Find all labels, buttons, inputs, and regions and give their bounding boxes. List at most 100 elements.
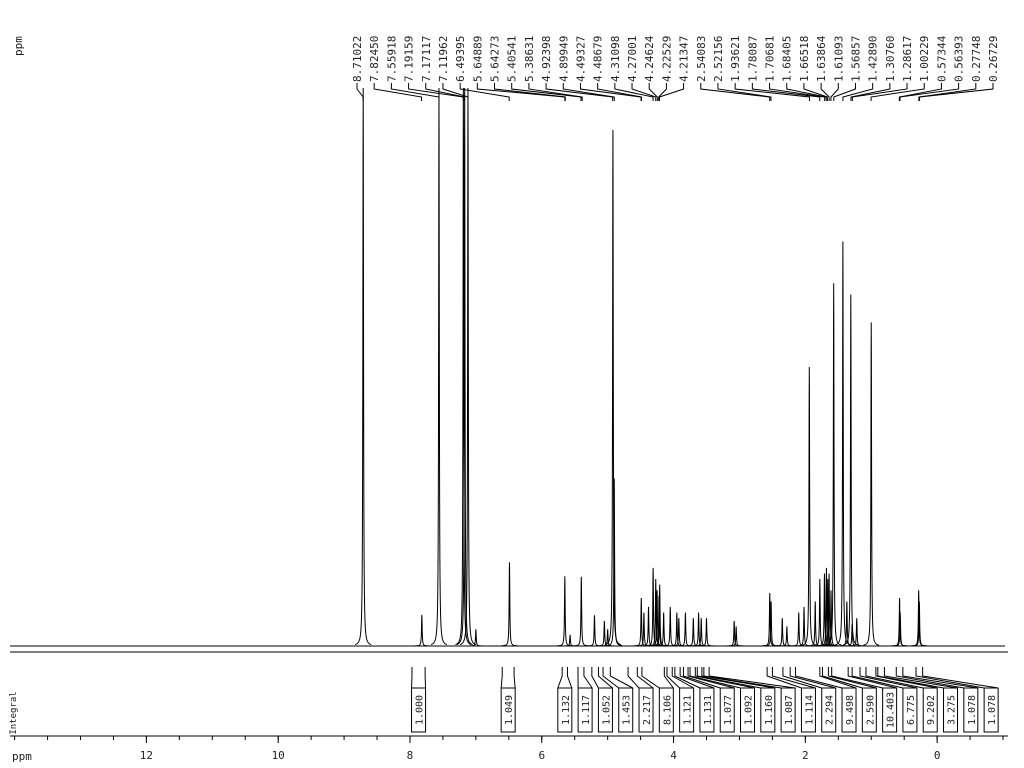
spectrum-peak — [801, 366, 818, 646]
peak-leader — [820, 83, 830, 101]
peak-leader — [918, 83, 977, 101]
integral-label: 3.275 — [947, 695, 958, 725]
integral-label: 2.294 — [825, 695, 836, 725]
integral-bracket — [794, 667, 857, 689]
peak-label: 1.00229 — [918, 36, 931, 82]
integral-axis-label: Integral — [9, 691, 19, 734]
integral-label: 9.202 — [926, 695, 937, 725]
integral-bracket — [877, 667, 958, 689]
peak-label: 5.40541 — [506, 36, 519, 82]
peak-label: 7.55918 — [385, 36, 398, 82]
peak-label: 7.19159 — [403, 36, 416, 82]
x-tick-label: 6 — [538, 749, 545, 762]
peak-leader — [833, 83, 856, 101]
integral-label: 1.077 — [723, 695, 734, 725]
integral-label: 1.160 — [764, 695, 775, 725]
integral-label: 2.590 — [865, 695, 876, 725]
integral-box — [760, 687, 776, 733]
x-tick-label: 12 — [140, 749, 153, 762]
peak-leader — [494, 83, 566, 101]
peak-leader — [851, 83, 908, 101]
integral-bracket — [851, 667, 918, 689]
peak-label: 5.64889 — [471, 36, 484, 82]
integral-box — [943, 687, 959, 733]
integral-label: 10.403 — [886, 692, 897, 728]
integral-bracket — [689, 667, 755, 689]
peak-leader — [373, 83, 423, 101]
integral-box — [638, 687, 654, 733]
peak-leader — [734, 83, 811, 101]
spectrum-peak — [467, 629, 484, 647]
integral-label: 1.092 — [744, 695, 755, 725]
integral-label: 1.052 — [601, 695, 612, 725]
integral-label: 9.498 — [845, 695, 856, 725]
peak-label: 7.17117 — [420, 36, 433, 82]
spectrum-peak — [693, 618, 710, 647]
peak-leader — [870, 83, 925, 101]
peak-leader — [631, 83, 657, 101]
peak-leader — [597, 83, 642, 101]
integral-label: 1.132 — [561, 695, 572, 725]
peak-label: 5.64273 — [489, 36, 502, 82]
integral-label: 1.078 — [987, 695, 998, 725]
spectrum-peak — [604, 129, 621, 646]
integral-box — [557, 687, 573, 733]
integral-bracket — [500, 667, 516, 689]
spectrum-peak — [413, 614, 430, 647]
spectrum-peak — [556, 576, 573, 647]
spectrum-peak — [586, 615, 603, 647]
spectrum-peak — [823, 590, 839, 647]
integral-box — [597, 687, 613, 733]
integral-bracket — [696, 667, 775, 689]
integral-box — [963, 687, 979, 733]
integral-bracket — [627, 667, 654, 689]
integral-label: 1.114 — [804, 695, 815, 725]
peak-label: 1.28617 — [901, 36, 914, 82]
spectrum-peak — [596, 620, 613, 647]
peak-leader — [769, 83, 826, 101]
x-tick-label: 2 — [802, 749, 809, 762]
peak-leader — [390, 83, 440, 101]
integral-bracket — [641, 667, 674, 689]
peak-label: 0.57344 — [935, 35, 948, 82]
integral-label: 1.453 — [622, 695, 633, 725]
integral-bracket — [557, 667, 573, 689]
integral-box — [983, 687, 999, 733]
integral-label: 1.117 — [581, 695, 592, 725]
peak-label: 1.70681 — [764, 36, 777, 82]
integral-box — [922, 687, 938, 733]
spectrum-peak — [599, 629, 616, 647]
integral-box — [658, 687, 674, 733]
integral-box — [740, 687, 756, 733]
peak-label: 6.49395 — [454, 36, 467, 82]
peak-leader — [511, 83, 582, 101]
spectrum-peak — [892, 612, 909, 647]
spectrum-peak — [456, 87, 473, 646]
integral-bracket — [602, 667, 633, 689]
spectrum-peak — [863, 322, 880, 646]
peak-leader — [408, 83, 464, 101]
integral-box — [902, 687, 918, 733]
peak-label: 2.54083 — [695, 36, 708, 82]
spectrum-peak — [728, 626, 745, 647]
spectrum-peak — [633, 597, 650, 647]
x-tick-label: 10 — [272, 749, 285, 762]
integral-bracket — [666, 667, 694, 689]
integral-label: 2.217 — [642, 695, 653, 725]
integral-box — [577, 687, 593, 733]
peak-label: 4.48679 — [592, 36, 605, 82]
peak-label: 1.56857 — [849, 36, 862, 82]
integral-label: 1.049 — [504, 695, 515, 725]
integral-bracket — [411, 667, 427, 689]
peak-leader — [658, 83, 667, 101]
spectrum-peak — [355, 87, 372, 646]
y-axis-label: ppm — [12, 36, 25, 56]
integral-label: 1.000 — [415, 695, 426, 725]
spectrum-peak — [459, 87, 477, 646]
peak-leader — [842, 83, 874, 101]
peak-leader — [545, 83, 614, 101]
peak-leader — [803, 83, 828, 101]
integral-bracket — [895, 667, 978, 689]
integral-box — [780, 687, 796, 733]
